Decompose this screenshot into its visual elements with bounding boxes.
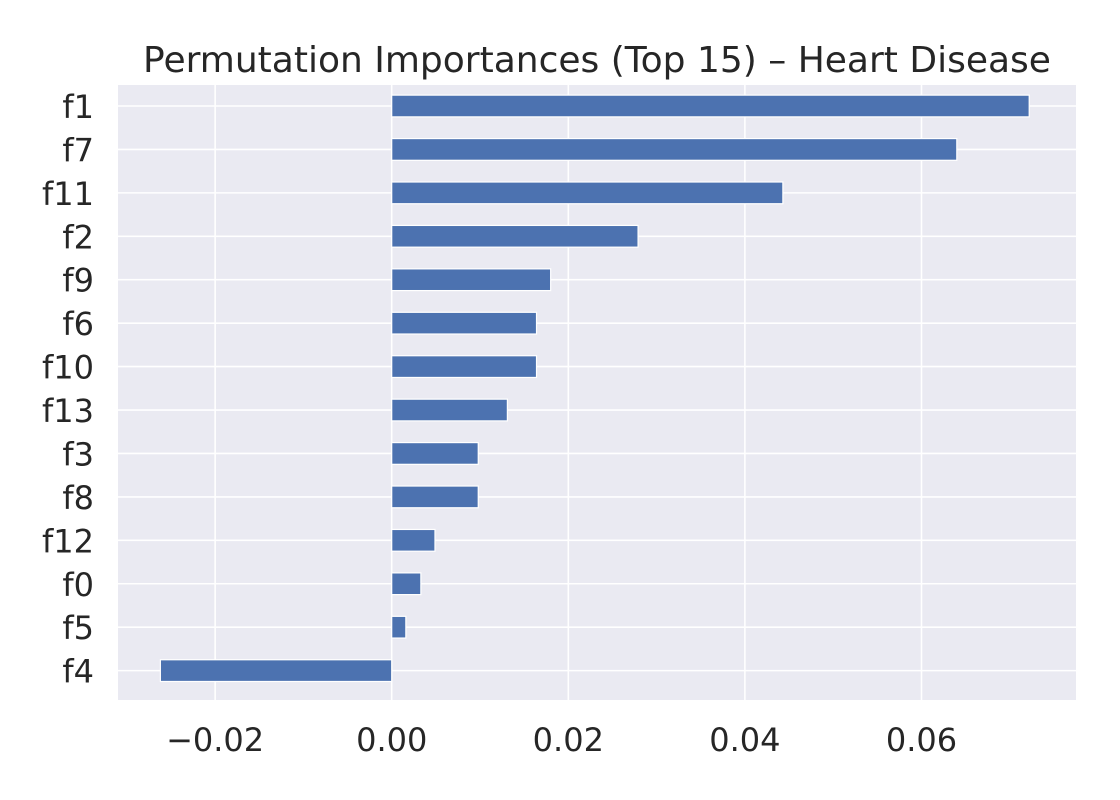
y-tick-label: f11 (42, 175, 94, 213)
y-tick-label: f9 (62, 262, 94, 300)
gridlines (118, 85, 1076, 700)
bar-f10 (391, 355, 538, 379)
x-tick-label: 0.02 (533, 721, 604, 759)
y-tick-label: f13 (42, 392, 94, 430)
y-tick-label: f5 (62, 609, 94, 647)
bar-f12 (391, 528, 436, 552)
bar-f5 (391, 615, 407, 639)
x-axis-tick-labels: −0.02 0.00 0.02 0.04 0.06 (166, 721, 957, 759)
y-tick-label: f7 (62, 131, 94, 169)
y-tick-label: f10 (42, 349, 94, 387)
y-tick-label: f12 (42, 522, 94, 560)
bar-f11 (391, 181, 784, 205)
y-tick-label: f8 (62, 479, 94, 517)
x-tick-label: 0.06 (886, 721, 957, 759)
y-tick-label: f3 (62, 435, 94, 473)
bar-f8 (391, 485, 479, 509)
y-tick-label: f1 (62, 88, 94, 126)
y-tick-label: f4 (62, 653, 94, 691)
y-tick-label: f0 (62, 566, 94, 604)
bar-f3 (391, 441, 479, 465)
bar-f6 (391, 311, 538, 335)
plot-area (118, 85, 1076, 700)
bar-f13 (391, 398, 508, 422)
bar-f4 (159, 659, 393, 683)
y-axis-tick-labels: f1 f7 f11 f2 f9 f6 f10 f13 f3 f8 f12 f0 f5 f4 (42, 88, 94, 691)
y-tick-label: f2 (62, 218, 94, 256)
bar-f9 (391, 268, 552, 292)
bar-f1 (391, 94, 1030, 118)
y-tick-label: f6 (62, 305, 94, 343)
x-tick-label: 0.04 (709, 721, 780, 759)
bars (159, 94, 1030, 683)
bar-f7 (391, 137, 958, 161)
bar-f2 (391, 224, 639, 248)
x-tick-label: −0.02 (166, 721, 264, 759)
x-tick-label: 0.00 (356, 721, 427, 759)
chart-title: Permutation Importances (Top 15) – Heart… (143, 40, 1051, 81)
bar-f0 (391, 572, 422, 596)
